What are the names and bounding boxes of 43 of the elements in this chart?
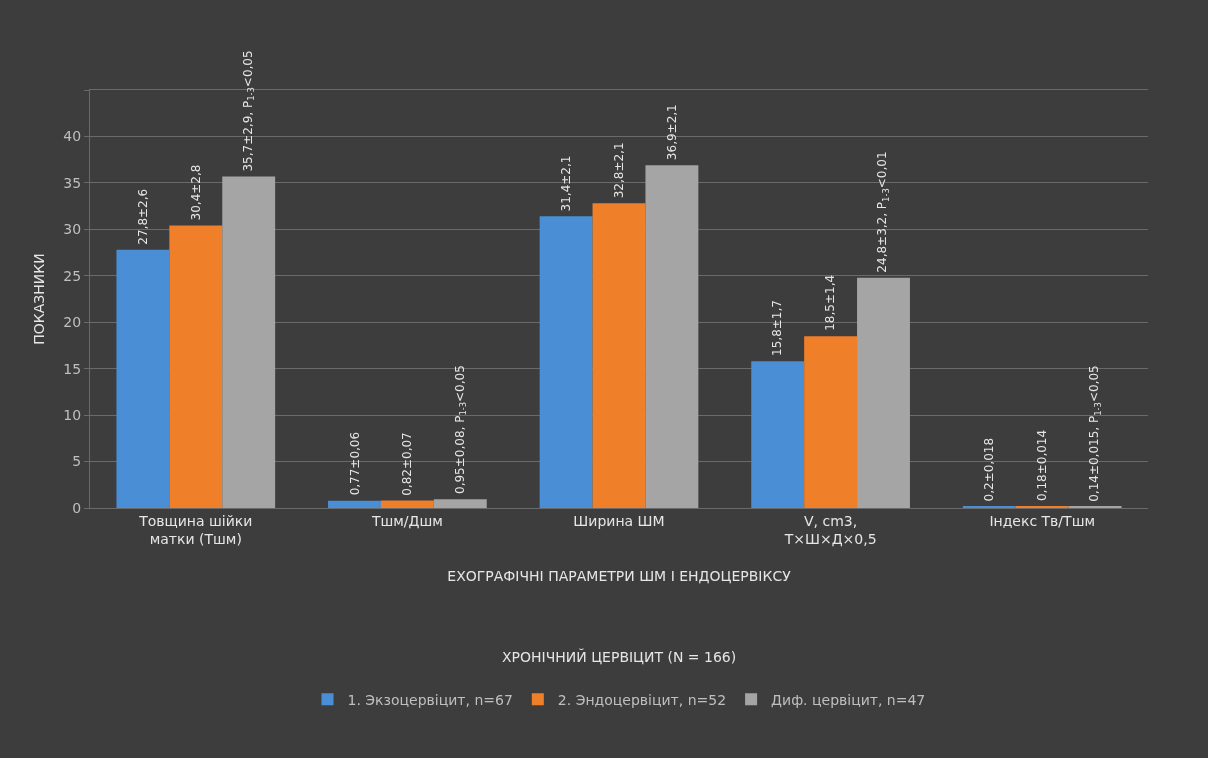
bar	[751, 361, 805, 508]
data-label: 0,2±0,018	[982, 437, 997, 502]
y-tick-label: 40	[63, 128, 82, 145]
x-tick-label: Індекс Тв/Тшм	[989, 512, 1096, 529]
legend-label: 2. Эндоцервіцит, n=52	[557, 691, 727, 708]
data-label: 36,9±2,1	[664, 104, 679, 161]
bar	[592, 203, 646, 508]
data-label: 31,4±2,1	[558, 155, 573, 212]
y-tick-label: 20	[63, 314, 82, 331]
y-tick-label: 10	[63, 407, 82, 424]
bar	[804, 336, 858, 508]
y-tick-label: 5	[72, 453, 82, 470]
data-label: 15,8±1,7	[770, 300, 785, 356]
bar	[380, 500, 434, 508]
bar	[433, 499, 487, 508]
bar	[857, 277, 910, 508]
y-axis-title: ПОКАЗНИКИ	[30, 253, 47, 345]
x-tick-label: V, cm3, Т×Ш×Д×0,5	[783, 512, 877, 547]
data-label: 0,18±0,014	[1035, 429, 1050, 502]
y-tick-label: 35	[63, 174, 82, 191]
data-label: 32,8±2,1	[611, 142, 626, 199]
legend-label: Диф. цервіцит, n=47	[771, 691, 926, 708]
data-label: 0,77±0,06	[347, 431, 362, 496]
y-tick-label: 0	[72, 499, 82, 516]
x-tick-label: Ширина ШМ	[573, 512, 665, 529]
legend-label: 1. Экзоцервіцит, n=67	[347, 691, 513, 708]
bar	[645, 165, 699, 508]
bar	[328, 500, 381, 508]
text: ХРОНІЧНИЙ ЦЕРВІЦИТ (N = 166)	[502, 648, 737, 665]
x-axis-title: ЕХОГРАФІЧНІ ПАРАМЕТРИ ШМ І ЕНДОЦЕРВІКСУ	[447, 568, 792, 585]
y-tick-label: 25	[63, 267, 82, 284]
y-tick-label: 30	[63, 221, 82, 238]
bar	[169, 225, 223, 508]
data-label: 18,5±1,4	[823, 274, 838, 331]
bar	[539, 216, 593, 508]
x-tick-label: Тшм/Дшм	[370, 512, 443, 529]
data-label: 27,8±2,6	[136, 188, 151, 245]
data-label: 30,4±2,8	[189, 164, 204, 221]
data-label: 0,82±0,07	[400, 432, 415, 496]
y-tick-label: 15	[63, 360, 82, 377]
bar	[116, 249, 170, 508]
bar	[222, 176, 276, 508]
x-tick-label: Товщина шійки матки (Тшм)	[138, 512, 253, 547]
